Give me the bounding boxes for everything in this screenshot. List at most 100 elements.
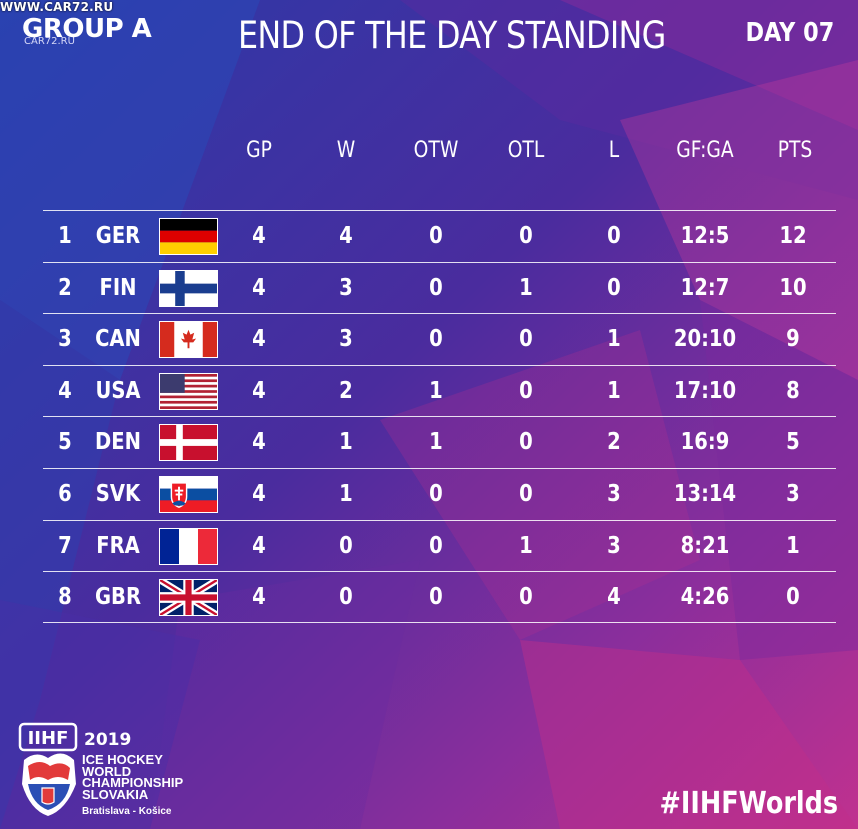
cell-rank: 8 [58,584,72,611]
header-gp: GP [246,138,272,163]
slovakia-flag [159,475,218,513]
cell-otw: 1 [429,429,443,456]
cell-gp: 4 [252,532,266,559]
watermark-secondary: CAR72.RU [24,36,75,47]
table-row: 2 FIN 4 3 0 1 0 12:7 10 [43,261,836,314]
page-title: END OF THE DAY STANDING [238,14,666,57]
cell-gfga: 17:10 [673,377,737,404]
championship-line: SLOVAKIA [82,786,149,802]
cell-otw: 0 [429,584,443,611]
cell-otl: 0 [519,429,533,456]
cell-otw: 0 [429,532,443,559]
cell-rank: 3 [58,326,72,353]
day-label: DAY 07 [745,18,834,48]
cell-rank: 1 [58,223,72,249]
cell-otw: 0 [429,480,443,507]
cell-gp: 4 [252,223,266,249]
canada-flag [159,321,218,359]
group-label: GROUP A [22,14,152,44]
header-pts: PTS [777,138,813,163]
header-gfga: GF:GA [676,138,734,163]
cell-otl: 0 [519,223,533,249]
watermark: WWW.CAR72.RU [0,0,114,14]
cell-team: USA [95,377,141,404]
championship-name: ICE HOCKEY WORLD CHAMPIONSHIP SLOVAKIA [82,752,212,802]
table-row: 4 USA 4 2 1 0 1 17:10 8 [43,364,836,417]
cell-rank: 6 [58,480,72,507]
cell-gfga: 12:7 [680,274,730,301]
championship-line: ICE HOCKEY [82,752,163,767]
cell-rank: 7 [58,532,72,559]
cell-rank: 5 [58,429,72,456]
cell-gfga: 8:21 [680,532,730,559]
year-label: 2019 [84,730,132,750]
table-row: 8 GBR 4 0 0 0 4 4:26 0 [43,571,836,623]
cell-team: GBR [94,584,142,611]
header-l: L [608,138,620,163]
cell-gfga: 16:9 [680,429,730,456]
table-row: 6 SVK 4 1 0 0 3 13:14 3 [43,467,836,520]
cell-otw: 1 [429,377,443,404]
cell-w: 0 [339,532,353,559]
cell-gp: 4 [252,480,266,507]
cell-gfga: 12:5 [680,223,730,249]
cell-pts: 3 [786,480,800,507]
cell-l: 1 [607,326,621,353]
host-cities: Bratislava - Košice [82,806,172,817]
cell-otl: 1 [519,532,533,559]
iihf-logo: IIHF [18,722,78,816]
cell-gp: 4 [252,584,266,611]
cell-pts: 0 [786,584,800,611]
table-row: 3 CAN 4 3 0 0 1 20:10 9 [43,313,836,365]
cell-gp: 4 [252,326,266,353]
france-flag [159,527,218,565]
cell-w: 1 [339,429,353,456]
table-row: 5 DEN 4 1 1 0 2 16:9 5 [43,416,836,468]
hashtag: #IIHFWorlds [659,786,838,821]
cell-w: 2 [339,377,353,404]
championship-line: CHAMPIONSHIP [82,775,184,790]
cell-gp: 4 [252,429,266,456]
cell-gp: 4 [252,377,266,404]
germany-flag [159,218,218,255]
table-row: 1 GER 4 4 0 0 0 12:5 12 [43,210,836,262]
cell-otl: 0 [519,480,533,507]
cell-w: 3 [339,274,353,301]
cell-otl: 0 [519,377,533,404]
cell-team: CAN [95,326,141,353]
cell-otw: 0 [429,223,443,249]
cell-otw: 0 [429,326,443,353]
cell-team: DEN [95,429,141,456]
denmark-flag [159,424,218,462]
cell-gfga: 4:26 [680,584,730,611]
cell-pts: 8 [786,377,800,404]
cell-gp: 4 [252,274,266,301]
cell-w: 1 [339,480,353,507]
cell-team: FIN [99,274,137,301]
table-row: 7 FRA 4 0 0 1 3 8:21 1 [43,519,836,572]
cell-otw: 0 [429,274,443,301]
cell-otl: 1 [519,274,533,301]
usa-flag [159,372,218,410]
cell-w: 0 [339,584,353,611]
cell-pts: 9 [786,326,800,353]
header-otl: OTL [507,138,545,163]
cell-gfga: 20:10 [673,326,737,353]
cell-l: 0 [607,223,621,249]
cell-l: 0 [607,274,621,301]
cell-otl: 0 [519,584,533,611]
cell-pts: 12 [779,223,807,249]
uk-flag [159,579,218,617]
cell-rank: 2 [58,274,72,301]
cell-l: 3 [607,480,621,507]
cell-team: FRA [96,532,140,559]
header-otw: OTW [413,138,459,163]
cell-w: 4 [339,223,353,249]
cell-w: 3 [339,326,353,353]
cell-l: 3 [607,532,621,559]
standings-table: 1 GER 4 4 0 0 0 12:5 12 2 FIN 4 3 0 1 0 12:7 10 3 CAN 4 3 0 0 1 2… [43,210,836,623]
cell-l: 1 [607,377,621,404]
cell-pts: 5 [786,429,800,456]
cell-l: 2 [607,429,621,456]
